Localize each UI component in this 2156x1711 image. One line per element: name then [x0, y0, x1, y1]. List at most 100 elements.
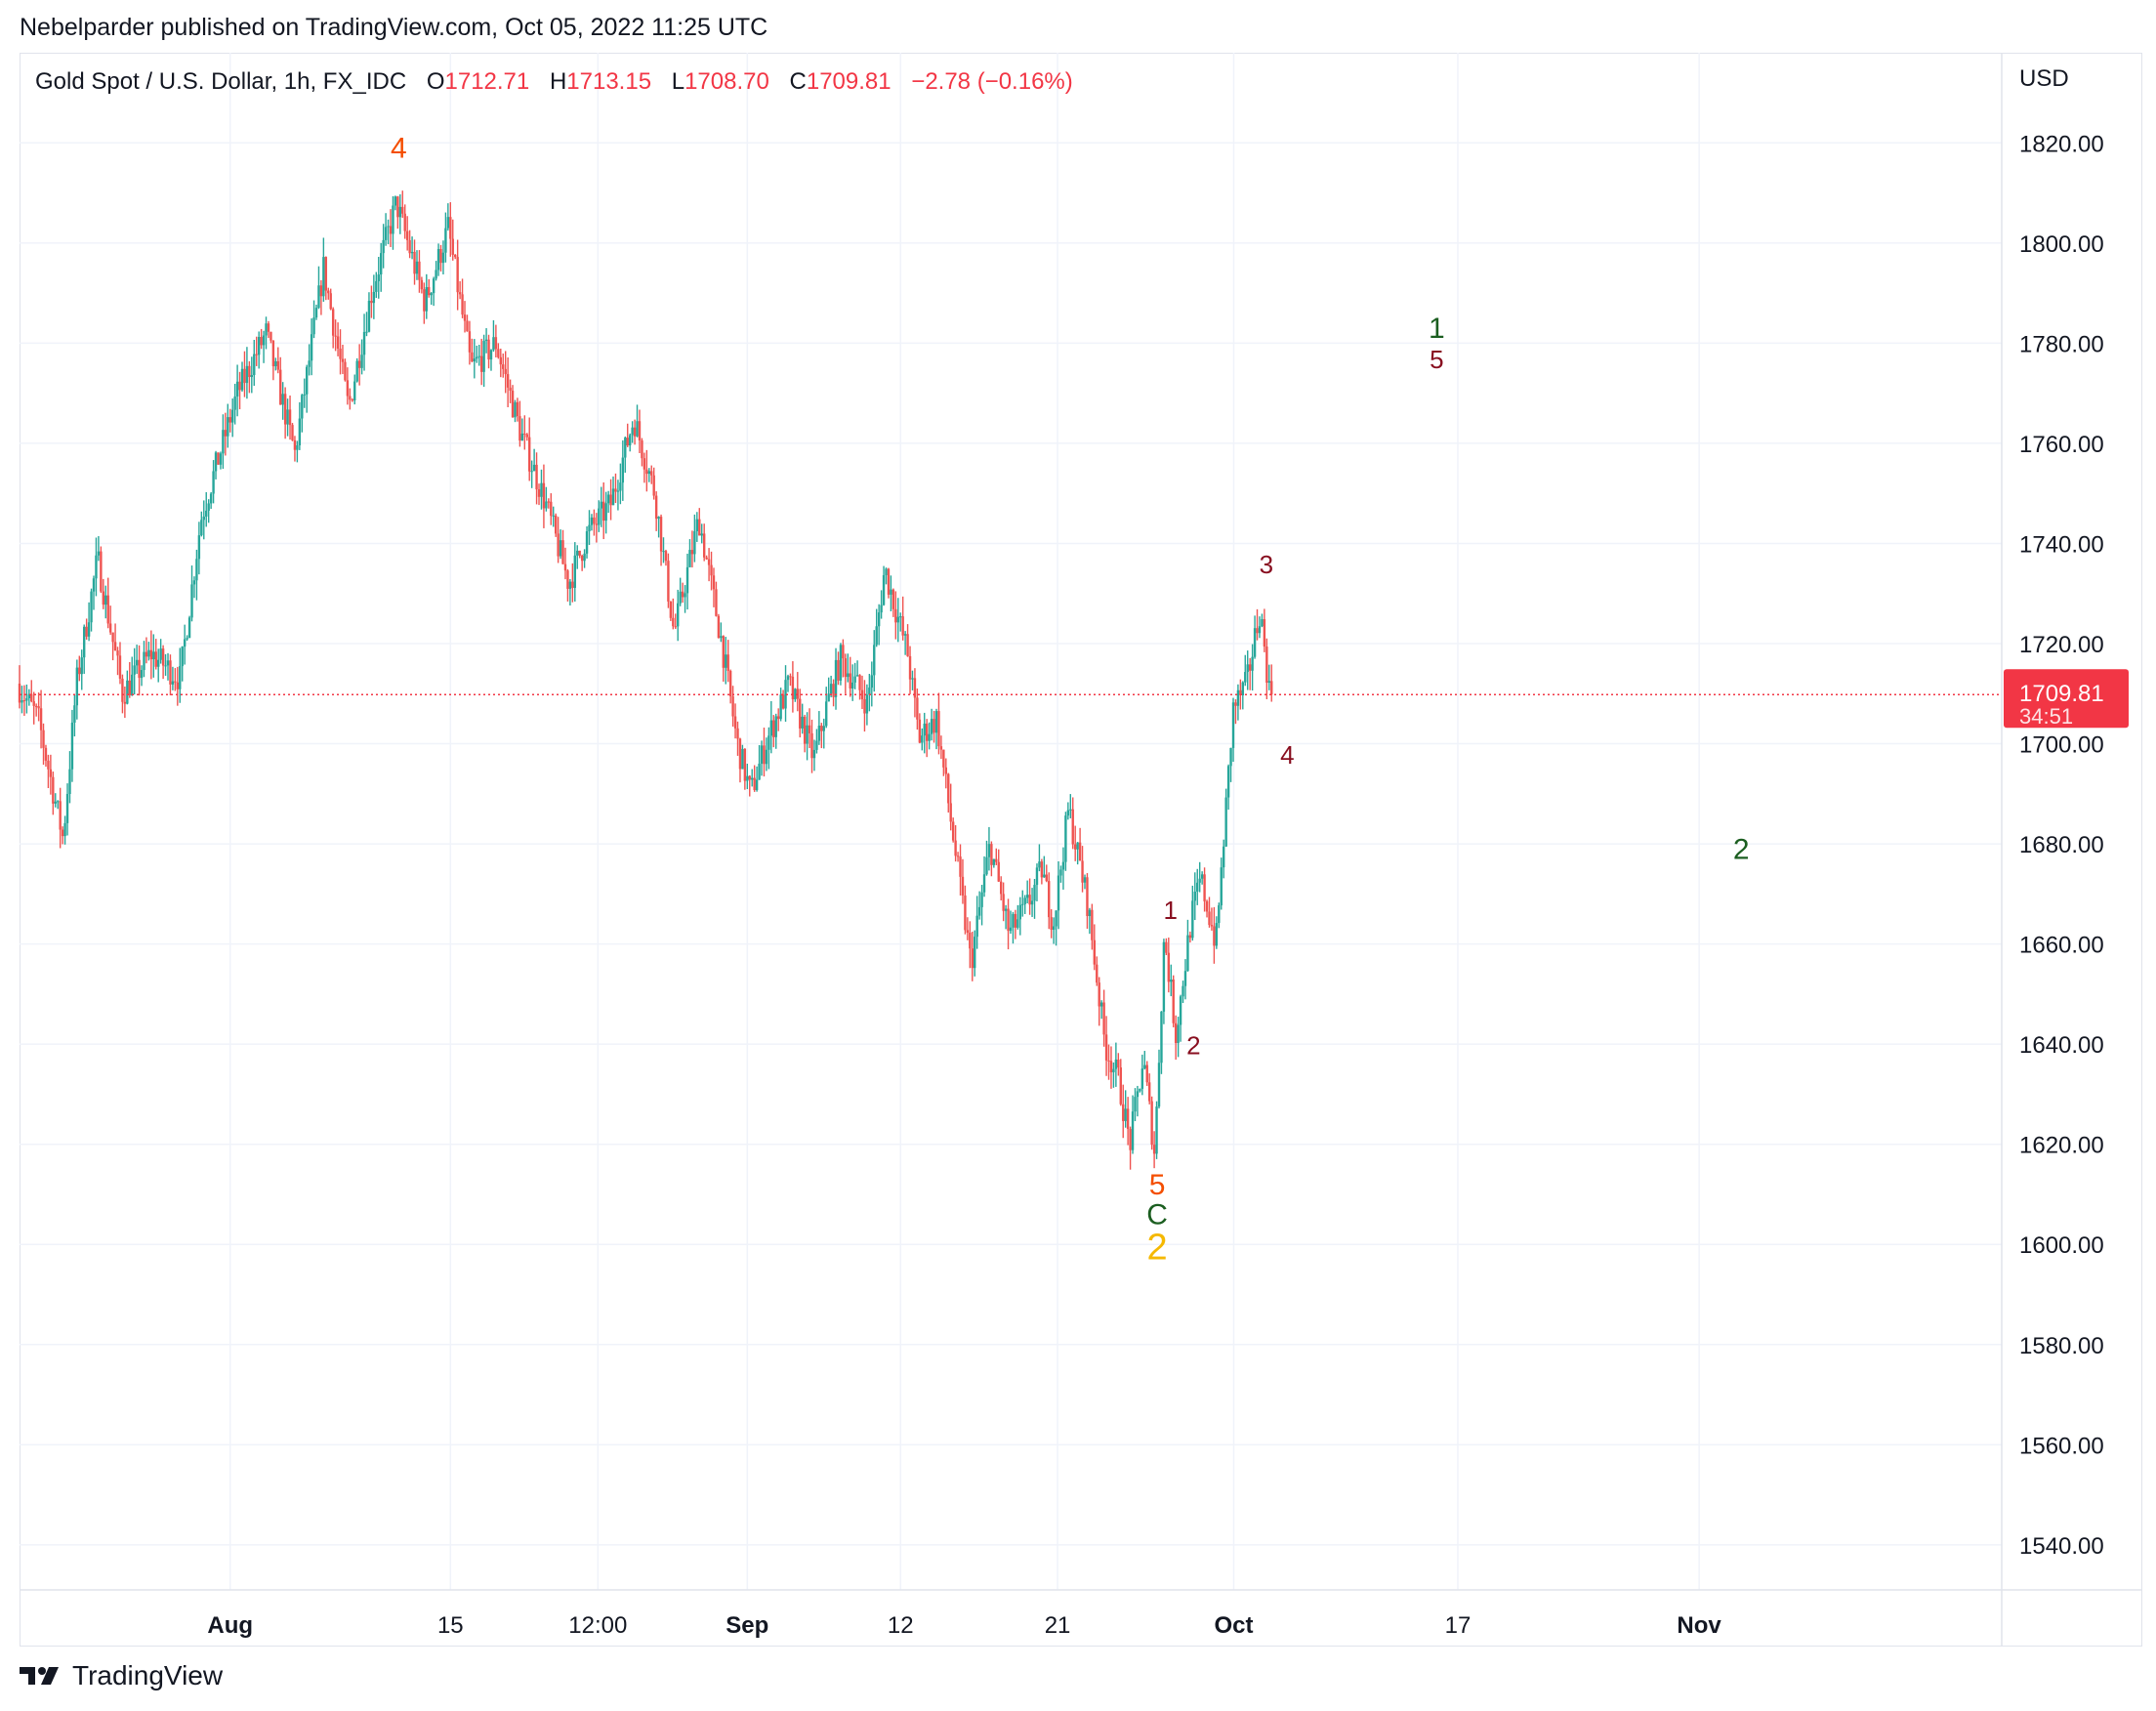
candle-body	[705, 557, 708, 560]
candle-body	[643, 458, 646, 470]
candle-body	[1200, 874, 1204, 879]
candle-body	[70, 722, 74, 770]
candle-body	[171, 681, 175, 685]
candle-body	[1066, 810, 1070, 816]
tradingview-logo[interactable]: TradingView	[20, 1660, 223, 1691]
candle-body	[154, 651, 157, 667]
candle-body	[690, 550, 694, 555]
candle-body	[233, 396, 236, 410]
candle-body	[113, 642, 117, 651]
x-tick-label: 12	[888, 1612, 914, 1639]
candle-body	[1231, 702, 1235, 748]
candle-body	[1012, 913, 1015, 928]
candle-body	[518, 416, 521, 441]
candle-body	[1104, 1034, 1108, 1061]
candle-body	[25, 698, 28, 701]
candle-body	[580, 556, 584, 562]
candle-body	[825, 701, 828, 727]
candle-body	[1179, 996, 1182, 1025]
candle-body	[54, 801, 57, 804]
candlestick-series	[18, 190, 1273, 1170]
candle-body	[590, 517, 594, 525]
y-tick-label: 1600.00	[2019, 1232, 2104, 1259]
candle-body	[87, 622, 91, 637]
candle-body	[1267, 681, 1270, 684]
open-value: 1712.71	[444, 68, 530, 95]
candle-body	[638, 421, 642, 441]
candle-body	[1045, 874, 1048, 882]
candle-body	[1109, 1061, 1113, 1073]
candle-body	[583, 553, 586, 562]
candle-body	[435, 270, 437, 279]
candle-body	[104, 595, 107, 605]
candle-body	[571, 581, 574, 588]
close-value: 1709.81	[806, 68, 891, 95]
candle-body	[1220, 867, 1223, 906]
candle-body	[985, 856, 988, 875]
candle-body	[808, 725, 811, 733]
candle-body	[568, 581, 572, 589]
candle-body	[1246, 664, 1249, 673]
candle-body	[387, 226, 390, 228]
candle-body	[444, 228, 447, 253]
candle-body	[801, 716, 804, 729]
candle-body	[296, 445, 299, 450]
candle-body	[324, 257, 328, 291]
candle-body	[535, 464, 538, 490]
candle-body	[654, 495, 658, 520]
candle-body	[312, 317, 315, 335]
candle-body	[657, 517, 660, 520]
candle-body	[961, 876, 965, 896]
candle-body	[1244, 672, 1247, 683]
candle-body	[923, 723, 926, 736]
candle-body	[633, 427, 637, 437]
candle-body	[231, 409, 234, 423]
candle-body	[209, 493, 213, 504]
candle-body	[497, 349, 500, 357]
candle-body	[1038, 861, 1041, 868]
candle-body	[647, 471, 650, 475]
candle-body	[1251, 656, 1254, 671]
candle-body	[449, 217, 452, 239]
candle-body	[466, 320, 469, 332]
wave-label: 4	[1280, 740, 1294, 770]
candle-body	[880, 605, 883, 613]
candle-body	[1081, 860, 1084, 883]
candle-body	[1002, 894, 1005, 911]
candle-body	[100, 551, 103, 592]
candle-body	[39, 708, 43, 730]
candle-body	[317, 285, 320, 309]
candle-body	[598, 508, 601, 525]
candle-body	[375, 280, 378, 292]
high-value: 1713.15	[566, 68, 652, 95]
candle-body	[772, 720, 775, 737]
chart-frame[interactable]	[20, 53, 2142, 1647]
candle-body	[728, 670, 732, 696]
candle-body	[78, 667, 81, 675]
candle-body	[817, 725, 821, 741]
y-tick-label: 1560.00	[2019, 1433, 2104, 1459]
candle-body	[1086, 877, 1089, 916]
candle-body	[619, 482, 622, 491]
candle-body	[227, 417, 229, 437]
candle-body	[1143, 1064, 1146, 1069]
candle-body	[829, 684, 833, 694]
wave-label: 1	[1429, 313, 1445, 345]
candle-body	[405, 230, 409, 240]
candle-body	[372, 291, 376, 304]
candle-body	[1157, 1063, 1161, 1107]
candle-body	[240, 368, 244, 391]
candle-body	[781, 694, 785, 709]
low-value: 1708.70	[684, 68, 769, 95]
candle-body	[265, 323, 268, 336]
candle-body	[939, 746, 943, 750]
candle-body	[738, 738, 742, 770]
candle-body	[559, 540, 562, 557]
candle-body	[858, 675, 861, 690]
candle-body	[181, 647, 184, 667]
candle-body	[1160, 1011, 1163, 1064]
grid-lines	[20, 53, 2002, 1590]
candle-body	[1248, 664, 1252, 671]
candle-body	[398, 206, 402, 218]
